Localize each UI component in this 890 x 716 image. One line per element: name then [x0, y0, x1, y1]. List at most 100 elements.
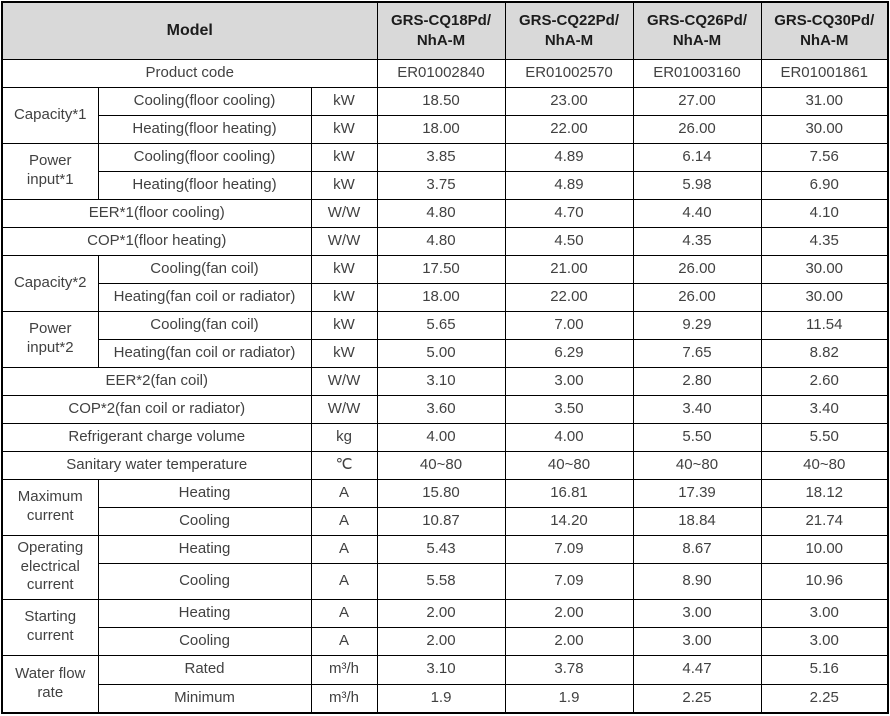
value-cell: 7.00 [504, 310, 634, 340]
row-group-label: Power input*1 [1, 142, 99, 200]
value-cell: 15.80 [376, 478, 506, 508]
model-header-row: Model GRS-CQ18Pd/ NhA-M GRS-CQ22Pd/ NhA-… [1, 1, 889, 60]
value-cell: 4.80 [376, 198, 506, 228]
row-unit: A [310, 478, 378, 508]
value-cell: 7.09 [504, 534, 634, 564]
row-label: Cooling(floor cooling) [97, 86, 312, 116]
value-cell: 18.50 [376, 86, 506, 116]
value-cell: 40~80 [504, 450, 634, 480]
value-cell: 31.00 [760, 86, 889, 116]
value-cell: 2.00 [376, 626, 506, 656]
value-cell: 1.9 [504, 683, 634, 714]
value-cell: 5.50 [760, 422, 889, 452]
product-code-value: ER01002570 [504, 58, 634, 88]
row-group-label: Operating electrical current [1, 534, 99, 600]
model-name: GRS-CQ18Pd/ NhA-M [376, 1, 506, 60]
value-cell: 7.56 [760, 142, 889, 172]
value-cell: 3.00 [632, 598, 762, 628]
row-label: Heating [97, 598, 312, 628]
model-name-line2: NhA-M [544, 31, 594, 49]
row-unit: kW [310, 310, 378, 340]
row-unit: W/W [310, 366, 378, 396]
value-cell: 3.75 [376, 170, 506, 200]
model-name: GRS-CQ30Pd/ NhA-M [760, 1, 889, 60]
value-cell: 18.00 [376, 114, 506, 144]
value-cell: 6.90 [760, 170, 889, 200]
value-cell: 2.00 [376, 598, 506, 628]
table-row: Operating electrical current Heating A 5… [1, 534, 889, 600]
row-label: Cooling [97, 506, 312, 536]
row-group-label: Capacity*1 [1, 86, 99, 144]
value-cell: 30.00 [760, 114, 889, 144]
value-cell: 26.00 [632, 254, 762, 284]
value-cell: 4.00 [504, 422, 634, 452]
row-label: Minimum [97, 683, 312, 714]
row-label: Heating [97, 478, 312, 508]
value-cell: 3.10 [376, 654, 506, 685]
row-label: Sanitary water temperature [1, 450, 312, 480]
row-label: EER*1(floor cooling) [1, 198, 312, 228]
value-cell: 18.00 [376, 282, 506, 312]
table-row: Heating(fan coil or radiator) kW 18.00 2… [2, 282, 889, 312]
row-unit: m³/h [310, 683, 378, 714]
value-cell: 17.39 [632, 478, 762, 508]
row-label: Cooling(fan coil) [97, 310, 312, 340]
row-unit: kW [310, 170, 378, 200]
value-cell: 10.87 [376, 506, 506, 536]
value-cell: 23.00 [504, 86, 634, 116]
value-cell: 30.00 [760, 254, 889, 284]
value-cell: 4.70 [504, 198, 634, 228]
table-row: Minimum m³/h 1.9 1.9 2.25 2.25 [2, 683, 889, 714]
value-cell: 10.96 [760, 562, 889, 600]
value-cell: 4.10 [760, 198, 889, 228]
value-cell: 27.00 [632, 86, 762, 116]
row-unit: m³/h [310, 654, 378, 685]
product-code-row: Product code ER01002840 ER01002570 ER010… [1, 58, 889, 88]
row-group-label: Capacity*2 [1, 254, 99, 312]
value-cell: 40~80 [632, 450, 762, 480]
product-code-value: ER01002840 [376, 58, 506, 88]
model-name-line2: NhA-M [800, 31, 849, 49]
row-unit: kW [310, 142, 378, 172]
row-unit: kW [310, 338, 378, 368]
row-label: Heating(floor heating) [97, 114, 312, 144]
table-row: Capacity*2 Cooling(fan coil) kW 17.50 21… [1, 254, 889, 312]
value-cell: 22.00 [504, 282, 634, 312]
row-group-label: Maximum current [1, 478, 99, 536]
row-unit: W/W [310, 394, 378, 424]
value-cell: 26.00 [632, 114, 762, 144]
table-row: COP*2(fan coil or radiator) W/W 3.60 3.5… [1, 394, 889, 424]
value-cell: 3.10 [376, 366, 506, 396]
value-cell: 4.50 [504, 226, 634, 256]
value-cell: 18.84 [632, 506, 762, 536]
row-label: Rated [97, 654, 312, 685]
row-label: EER*2(fan coil) [1, 366, 312, 396]
value-cell: 4.80 [376, 226, 506, 256]
table-row: Starting current Heating A 2.00 2.00 3.0… [1, 598, 889, 656]
product-code-value: ER01003160 [632, 58, 762, 88]
value-cell: 4.40 [632, 198, 762, 228]
table-row: Heating(floor heating) kW 3.75 4.89 5.98… [2, 170, 889, 200]
value-cell: 6.29 [504, 338, 634, 368]
value-cell: 2.25 [760, 683, 889, 714]
value-cell: 17.50 [376, 254, 506, 284]
model-name: GRS-CQ22Pd/ NhA-M [504, 1, 634, 60]
value-cell: 7.09 [504, 562, 634, 600]
table-row: Water flow rate Rated m³/h 3.10 3.78 4.4… [1, 654, 889, 714]
row-unit: kW [310, 282, 378, 312]
value-cell: 11.54 [760, 310, 889, 340]
value-cell: 10.00 [760, 534, 889, 564]
model-name-line2: NhA-M [672, 31, 722, 49]
model-name-line1: GRS-CQ26Pd/ [646, 11, 748, 29]
value-cell: 5.50 [632, 422, 762, 452]
row-unit: W/W [310, 198, 378, 228]
value-cell: 16.81 [504, 478, 634, 508]
row-label: Heating(fan coil or radiator) [97, 338, 312, 368]
row-unit: kW [310, 114, 378, 144]
value-cell: 21.00 [504, 254, 634, 284]
row-unit: A [310, 562, 378, 600]
row-label: Heating(fan coil or radiator) [97, 282, 312, 312]
value-cell: 6.14 [632, 142, 762, 172]
